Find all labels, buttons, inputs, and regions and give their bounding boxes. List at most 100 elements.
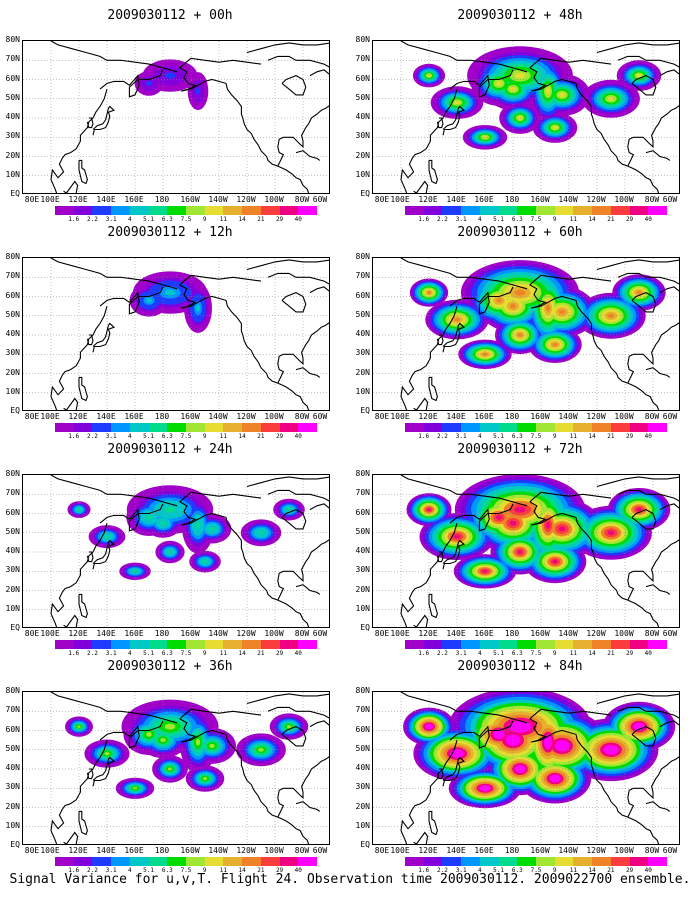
latitude-label: 80N bbox=[5, 35, 20, 44]
map-canvas bbox=[373, 41, 679, 193]
map-canvas bbox=[373, 258, 679, 410]
longitude-label: 140E bbox=[446, 629, 466, 638]
colorbar: 1.6 2.2 3.1 4 5.1 6.3 7.5 9 11 14 21 29 40 bbox=[55, 206, 318, 228]
longitude-label: 140W bbox=[208, 846, 228, 855]
longitude-axis: 80E 100E 120E 140E 160E 180 160W 140W 120W 100W 80… bbox=[372, 630, 680, 640]
map-frame bbox=[22, 474, 330, 628]
latitude-label: 70N bbox=[355, 488, 370, 498]
colorbar-label: 2.2 bbox=[437, 867, 448, 874]
colorbar: 1.6 2.2 3.1 4 5.1 6.3 7.5 9 11 14 21 29 40 bbox=[405, 640, 668, 662]
colorbar-swatch bbox=[592, 640, 611, 649]
colorbar-swatch bbox=[129, 857, 149, 866]
colorbar-swatch bbox=[517, 640, 537, 649]
colorbar-swatch bbox=[186, 423, 205, 432]
map-panel: 2009030112 + 84h 80N 70N 60N 50N 40N 30N 20N 10N… bbox=[350, 659, 690, 874]
panel-title: 2009030112 + 60h bbox=[457, 225, 583, 240]
colorbar-label: 3.1 bbox=[105, 216, 117, 223]
longitude-label: 80E bbox=[24, 629, 40, 638]
colorbar-swatch bbox=[498, 640, 518, 649]
colorbar-swatch bbox=[73, 423, 93, 432]
longitude-label: 60W bbox=[662, 195, 678, 204]
colorbar-swatch bbox=[610, 423, 630, 432]
latitude-label: 30N bbox=[355, 348, 370, 358]
colorbar: 1.6 2.2 3.1 4 5.1 6.3 7.5 9 11 14 21 29 40 bbox=[405, 206, 668, 228]
latitude-label: 60N bbox=[355, 507, 370, 517]
latitude-label: EQ bbox=[10, 623, 20, 632]
colorbar-label: 4 bbox=[128, 216, 132, 223]
colorbar-label: 6.3 bbox=[511, 867, 523, 874]
colorbar-label: 7.5 bbox=[530, 867, 542, 874]
longitude-label: 120E bbox=[68, 412, 88, 421]
colorbar-label: 2.2 bbox=[87, 433, 98, 440]
colorbar-swatch bbox=[442, 857, 462, 866]
latitude-label: 50N bbox=[355, 526, 370, 536]
colorbar-label: 40 bbox=[294, 650, 302, 657]
colorbar-swatch bbox=[92, 423, 112, 432]
colorbar-label: 4 bbox=[478, 650, 482, 657]
latitude-label: 40N bbox=[355, 546, 370, 555]
colorbar-label: 21 bbox=[257, 433, 265, 440]
longitude-label: 160E bbox=[124, 412, 144, 421]
colorbar-label: 4 bbox=[128, 650, 132, 657]
colorbar-swatch bbox=[554, 206, 574, 215]
colorbar-label: 3.1 bbox=[455, 216, 467, 223]
colorbar-swatch bbox=[260, 857, 280, 866]
longitude-label: 60W bbox=[312, 629, 328, 638]
colorbar-swatch bbox=[648, 640, 668, 649]
colorbar-swatch bbox=[442, 640, 462, 649]
colorbar-label: 3.1 bbox=[105, 433, 117, 440]
colorbar-swatch bbox=[223, 206, 243, 215]
latitude-label: 30N bbox=[5, 348, 20, 358]
panel-title: 2009030112 + 72h bbox=[457, 442, 583, 457]
latitude-label: 10N bbox=[5, 603, 20, 613]
latitude-label: 80N bbox=[5, 686, 20, 695]
colorbar-label: 9 bbox=[202, 650, 207, 657]
colorbar-label: 1.6 bbox=[68, 216, 80, 223]
latitude-label: 20N bbox=[5, 584, 20, 594]
colorbar-swatch bbox=[111, 640, 130, 649]
colorbar-swatch bbox=[242, 640, 261, 649]
colorbar-label: 3.1 bbox=[105, 867, 117, 874]
colorbar-swatch bbox=[610, 857, 630, 866]
map-panel: 2009030112 + 60h 80N 70N 60N 50N 40N 30N 20N 10N… bbox=[350, 225, 690, 440]
colorbar-swatch bbox=[298, 423, 318, 432]
colorbar-label: 9 bbox=[202, 433, 207, 440]
longitude-label: 140W bbox=[558, 846, 578, 855]
longitude-axis: 80E 100E 120E 140E 160E 180 160W 140W 120W 100W 80… bbox=[22, 847, 330, 857]
longitude-axis: 80E 100E 120E 140E 160E 180 160W 140W 120W 100W 80… bbox=[22, 196, 330, 206]
latitude-label: 70N bbox=[5, 54, 20, 64]
map-panel: 2009030112 + 48h 80N 70N 60N 50N 40N 30N 20N 10N… bbox=[350, 8, 690, 223]
colorbar-swatch bbox=[536, 423, 555, 432]
colorbar-swatch bbox=[498, 206, 518, 215]
longitude-label: 80E bbox=[374, 412, 390, 421]
panel-title: 2009030112 + 48h bbox=[457, 8, 583, 23]
latitude-label: 30N bbox=[355, 131, 370, 141]
longitude-label: 180 bbox=[504, 846, 520, 855]
latitude-axis: 80N 70N 60N 50N 40N 30N 20N 10N EQ bbox=[0, 253, 22, 415]
longitude-axis: 80E 100E 120E 140E 160E 180 160W 140W 120W 100W 80… bbox=[372, 413, 680, 423]
latitude-axis: 80N 70N 60N 50N 40N 30N 20N 10N EQ bbox=[0, 470, 22, 632]
colorbar-label: 6.3 bbox=[161, 650, 173, 657]
graticule bbox=[373, 475, 679, 627]
colorbar-swatch bbox=[405, 640, 424, 649]
colorbar-swatch bbox=[167, 423, 187, 432]
colorbar-swatch bbox=[423, 423, 443, 432]
colorbar-label: 40 bbox=[294, 867, 302, 874]
colorbar-swatch bbox=[167, 857, 187, 866]
coastlines bbox=[400, 475, 679, 627]
latitude-label: 70N bbox=[5, 705, 20, 715]
longitude-label: 160W bbox=[180, 846, 200, 855]
longitude-label: 140E bbox=[96, 195, 116, 204]
latitude-label: 50N bbox=[5, 92, 20, 102]
colorbar-label: 3.1 bbox=[105, 650, 117, 657]
longitude-label: 100E bbox=[390, 629, 410, 638]
colorbar-swatch bbox=[648, 206, 668, 215]
colorbar: 1.6 2.2 3.1 4 5.1 6.3 7.5 9 11 14 21 29 40 bbox=[55, 423, 318, 445]
latitude-label: 50N bbox=[355, 309, 370, 319]
map-frame bbox=[22, 40, 330, 194]
latitude-label: 80N bbox=[355, 35, 370, 44]
latitude-label: 70N bbox=[355, 271, 370, 281]
map-panel: 2009030112 + 72h 80N 70N 60N 50N 40N 30N 20N 10N… bbox=[350, 442, 690, 657]
longitude-label: 120W bbox=[236, 412, 256, 421]
longitude-label: 80E bbox=[24, 412, 40, 421]
